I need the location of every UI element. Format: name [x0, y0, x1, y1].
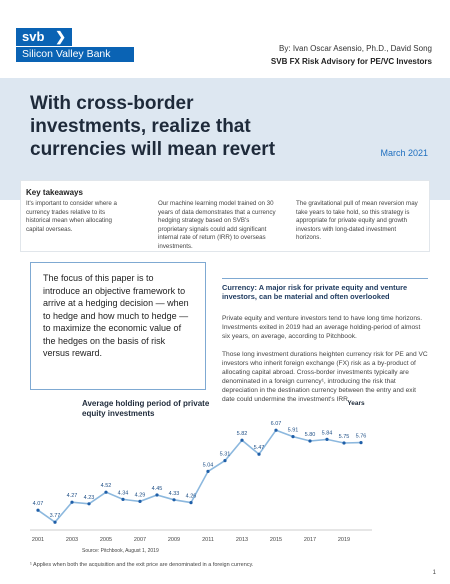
data-label: 5.91: [288, 428, 299, 434]
quote: The focus of this paper is to introduce …: [30, 262, 206, 390]
takeaways-box: [20, 180, 430, 252]
data-label: 5.31: [220, 452, 231, 458]
affiliation: SVB FX Risk Advisory for PE/VC Investors: [270, 57, 432, 66]
data-label: 6.07: [271, 421, 282, 427]
data-label: 4.34: [118, 490, 129, 496]
source: Source: Pitchbook, August 1, 2019: [82, 548, 159, 554]
data-point: [223, 459, 227, 463]
data-point: [257, 452, 261, 456]
data-point: [189, 501, 193, 505]
data-label: 4.45: [152, 486, 163, 492]
x-tick-label: 2009: [168, 537, 180, 543]
data-point: [53, 520, 57, 524]
authors: By: Ivan Oscar Asensio, Ph.D., David Son…: [279, 44, 432, 53]
logo-name: Silicon Valley Bank: [16, 47, 134, 62]
data-point: [70, 500, 74, 504]
data-label: 4.23: [84, 495, 95, 501]
x-tick-label: 2001: [32, 537, 44, 543]
data-point: [36, 508, 40, 512]
title: With cross-border investments, realize t…: [30, 93, 276, 160]
logo-chevron: ❯: [55, 29, 66, 44]
data-point: [359, 441, 363, 445]
data-line: [37, 429, 362, 524]
data-label: 4.07: [33, 501, 44, 507]
data-label: 5.04: [203, 462, 214, 468]
data-label: 4.52: [101, 483, 112, 489]
data-point: [240, 438, 244, 442]
chart-title: Average holding period of private equity…: [82, 399, 210, 418]
x-tick-label: 2005: [100, 537, 112, 543]
takeaway: Our machine learning model trained on 30…: [158, 200, 276, 250]
logo-mark: svb ❯: [16, 28, 72, 46]
x-tick-label: 2015: [270, 537, 282, 543]
x-tick-label: 2011: [202, 537, 214, 543]
data-label: 3.77: [50, 513, 61, 519]
data-label: 5.47: [254, 445, 265, 451]
data-point: [325, 437, 329, 441]
x-tick-label: 2019: [338, 537, 350, 543]
data-point: [87, 502, 91, 506]
footnote: ¹ Applies when both the acquisition and …: [30, 562, 254, 568]
paragraph: Those long investment durations heighten…: [222, 351, 428, 403]
data-point: [138, 499, 142, 503]
paragraph: Private equity and venture investors ten…: [222, 315, 423, 340]
x-tick-label: 2003: [66, 537, 78, 543]
data-point: [155, 493, 159, 497]
takeaways-heading: Key takeaways: [26, 188, 83, 197]
takeaway: It's important to consider where a curre…: [26, 200, 117, 233]
data-label: 4.33: [169, 491, 180, 497]
data-label: 4.26: [186, 494, 197, 500]
data-label: 5.84: [322, 430, 333, 436]
data-point: [308, 439, 312, 443]
section-heading: Currency: A major risk for private equit…: [222, 278, 428, 301]
data-label: 5.80: [305, 432, 316, 438]
logo-mark-text: svb: [22, 29, 45, 44]
data-label: 5.76: [356, 434, 367, 440]
data-point: [121, 497, 125, 501]
page-number: 1: [432, 570, 436, 576]
date: March 2021: [380, 148, 428, 158]
data-point: [104, 490, 108, 494]
chart: 2001 2003 2005 2007 2009 2011 2013 2015 2017 2019…: [30, 400, 372, 554]
data-label: 4.27: [67, 493, 78, 499]
x-tick-label: 2007: [134, 537, 146, 543]
x-tick-label: 2017: [304, 537, 316, 543]
title-band: [0, 78, 450, 200]
data-point: [206, 469, 210, 473]
x-axis-label: Years: [347, 400, 365, 407]
data-label: 5.82: [237, 431, 248, 437]
data-point: [274, 428, 278, 432]
data-point: [342, 441, 346, 445]
data-label: 4.29: [135, 492, 146, 498]
data-label: 5.75: [339, 434, 350, 440]
data-point: [172, 498, 176, 502]
x-tick-label: 2013: [236, 537, 248, 543]
takeaway: The gravitational pull of mean reversion…: [296, 200, 418, 241]
data-point: [291, 435, 295, 439]
